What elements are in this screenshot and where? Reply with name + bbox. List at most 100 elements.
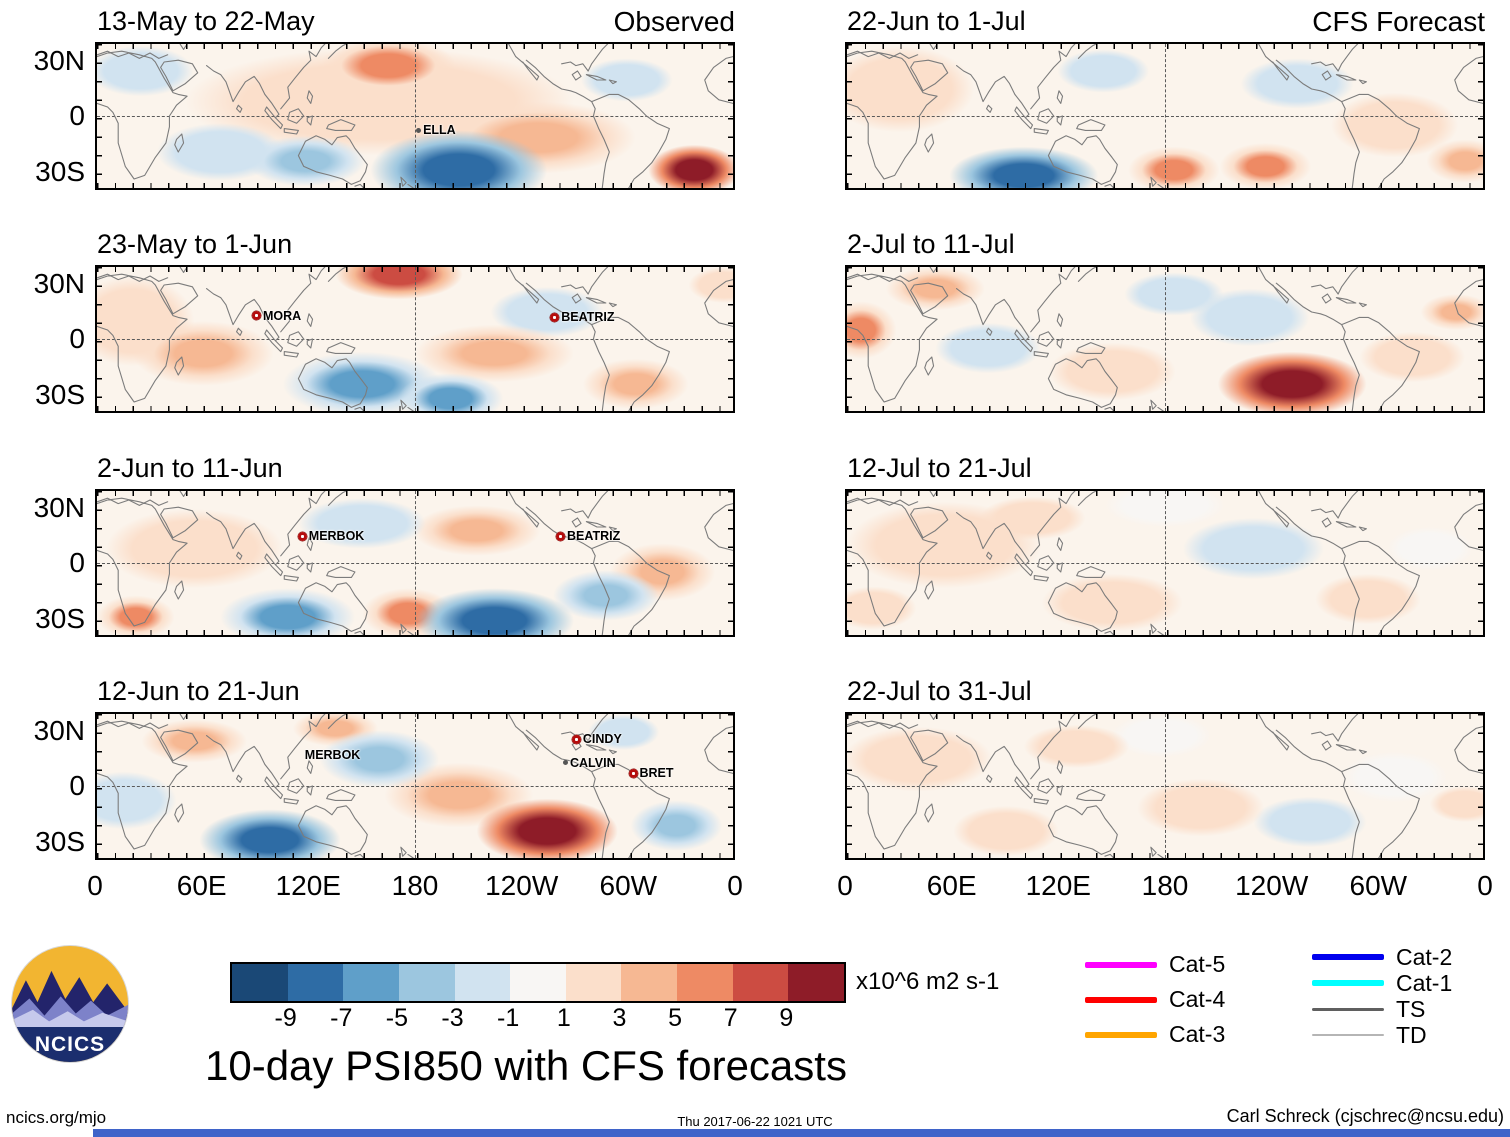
logo-name-band: NCICS bbox=[12, 1027, 128, 1062]
colorbar-tick-label: -9 bbox=[274, 1004, 297, 1032]
storm-beatriz: BEATRIZ bbox=[556, 529, 620, 543]
legend-line bbox=[1312, 954, 1384, 960]
x-axis-label: 180 bbox=[391, 870, 439, 901]
map-panel-cfs-4: 22-Jul to 31-Jul bbox=[845, 676, 1485, 860]
main-title: 10-day PSI850 with CFS forecasts bbox=[205, 1042, 847, 1089]
map-area bbox=[845, 42, 1485, 190]
logo-text: NCICS bbox=[34, 1032, 106, 1056]
colorbar-cell bbox=[788, 964, 845, 1001]
colorbar-tick-label: -5 bbox=[385, 1004, 409, 1032]
panel-title: 22-Jun to 1-Jul bbox=[847, 6, 1026, 36]
storm-dot-icon bbox=[416, 127, 422, 133]
storm-beatriz: BEATRIZ bbox=[550, 310, 615, 325]
map-panel-cfs-3: 12-Jul to 21-Jul bbox=[845, 453, 1485, 637]
colorbar-cell bbox=[343, 964, 399, 1001]
y-axis-label: 30N bbox=[33, 714, 85, 746]
legend-item-ts: TS bbox=[1312, 996, 1452, 1022]
storm-label: ELLA bbox=[423, 123, 456, 138]
coastline-map bbox=[847, 714, 1483, 858]
map-area: ELLA bbox=[95, 42, 735, 190]
storm-label: BEATRIZ bbox=[567, 529, 621, 544]
coastline-map bbox=[97, 714, 733, 858]
y-axis-label: 30S bbox=[35, 825, 85, 857]
legend-item-cat-1: Cat-1 bbox=[1312, 970, 1452, 996]
panel-title: 12-Jun to 21-Jun bbox=[97, 676, 300, 706]
storm-bret: BRET bbox=[628, 766, 674, 780]
hurricane-icon bbox=[571, 734, 581, 744]
hurricane-icon bbox=[556, 531, 565, 541]
colorbar-cell bbox=[232, 964, 288, 1001]
y-axis-label: 30N bbox=[33, 267, 85, 299]
coastline-map bbox=[97, 267, 733, 411]
x-axis-label: 60E bbox=[176, 870, 227, 901]
legend-label: TD bbox=[1396, 1021, 1427, 1048]
legend-line bbox=[1085, 961, 1157, 968]
storm-label: MERBOK bbox=[308, 529, 365, 544]
legend-label: Cat-2 bbox=[1396, 943, 1453, 970]
y-axis-label: 0 bbox=[69, 770, 85, 801]
colorbar-units-label: x10^6 m2 s-1 bbox=[856, 968, 1000, 995]
ncics-logo: NCICS bbox=[12, 946, 128, 1062]
colorbar-cell bbox=[621, 964, 678, 1001]
y-axis-label: 30S bbox=[35, 378, 85, 410]
map-area: MERBOK BEATRIZ bbox=[95, 489, 735, 637]
map-area: MORA BEATRIZ bbox=[95, 265, 735, 413]
legend-item-cat-4: Cat-4 bbox=[1085, 982, 1225, 1017]
x-axis-label: 120W bbox=[485, 870, 559, 901]
panel-title: 13-May to 22-May bbox=[97, 6, 315, 36]
dateline-line bbox=[1165, 491, 1166, 635]
y-axis-label: 30S bbox=[35, 155, 85, 187]
x-axis-label: 0 bbox=[837, 870, 853, 901]
map-area: MERBOK CINDY CALVIN BRET bbox=[95, 712, 735, 860]
coastline-map bbox=[847, 267, 1483, 411]
y-axis-label: 0 bbox=[69, 323, 85, 354]
colorbar-cell bbox=[732, 964, 789, 1001]
y-axis-label: 30N bbox=[33, 44, 85, 76]
map-panel-cfs-1: 22-Jun to 1-Jul CFS Forecast bbox=[845, 6, 1485, 190]
dateline-line bbox=[415, 267, 416, 411]
map-panel-obs-3: 2-Jun to 11-Jun MERBOK BEATRIZ 30N 0 30S bbox=[34, 453, 735, 637]
hurricane-icon bbox=[252, 311, 261, 321]
x-axis-label: 180 bbox=[1141, 870, 1189, 901]
legend-line bbox=[1085, 996, 1157, 1003]
colorbar-tick-label: 3 bbox=[612, 1004, 627, 1032]
panel-title: 12-Jul to 21-Jul bbox=[847, 453, 1032, 483]
coastline-map bbox=[847, 44, 1483, 188]
footer-timestamp: Thu 2017-06-22 1021 UTC bbox=[677, 1114, 833, 1129]
legend-item-cat-3: Cat-3 bbox=[1085, 1017, 1225, 1052]
legend-line bbox=[1312, 1007, 1384, 1011]
column-heading: Observed bbox=[613, 6, 735, 37]
legend-item-td: TD bbox=[1312, 1022, 1452, 1048]
x-axis-column-1: 0 60E 120E 180 120W 60W 0 bbox=[837, 870, 1493, 904]
colorbar-tick-label: 7 bbox=[723, 1004, 738, 1032]
colorbar-tick-labels: -9 -7 -5 -3 -1 1 3 5 7 9 bbox=[230, 1004, 842, 1034]
colorbar-cell bbox=[454, 964, 511, 1001]
x-axis-label: 0 bbox=[727, 870, 743, 901]
legend-line bbox=[1312, 1034, 1384, 1036]
x-axis-column-0: 0 60E 120E 180 120W 60W 0 bbox=[87, 870, 743, 904]
coastline-map bbox=[97, 491, 733, 635]
storm-merbok: MERBOK bbox=[297, 529, 365, 544]
legend-label: Cat-5 bbox=[1169, 951, 1226, 977]
colorbar-tick-label: -3 bbox=[441, 1004, 464, 1032]
coastline-map bbox=[847, 491, 1483, 635]
legend-label: Cat-1 bbox=[1396, 969, 1453, 996]
map-area bbox=[845, 712, 1485, 860]
y-axis-label: 0 bbox=[69, 547, 85, 578]
storm-label: MERBOK bbox=[304, 748, 361, 763]
map-panel-cfs-2: 2-Jul to 11-Jul bbox=[845, 229, 1485, 413]
hurricane-icon bbox=[297, 531, 307, 541]
x-axis-label: 0 bbox=[1477, 870, 1493, 901]
x-axis-label: 60W bbox=[599, 870, 658, 901]
x-axis-label: 120E bbox=[1025, 870, 1091, 901]
storm-merbok: MERBOK bbox=[305, 748, 361, 762]
y-axis-label: 30N bbox=[33, 491, 85, 523]
storm-label: BEATRIZ bbox=[561, 310, 615, 325]
storm-mora: MORA bbox=[252, 309, 301, 323]
dateline-line bbox=[415, 44, 416, 188]
colorbar-tick-label: -7 bbox=[330, 1004, 353, 1032]
storm-cindy: CINDY bbox=[571, 732, 622, 746]
column-heading: CFS Forecast bbox=[1312, 6, 1485, 37]
x-axis-label: 60W bbox=[1349, 870, 1408, 901]
